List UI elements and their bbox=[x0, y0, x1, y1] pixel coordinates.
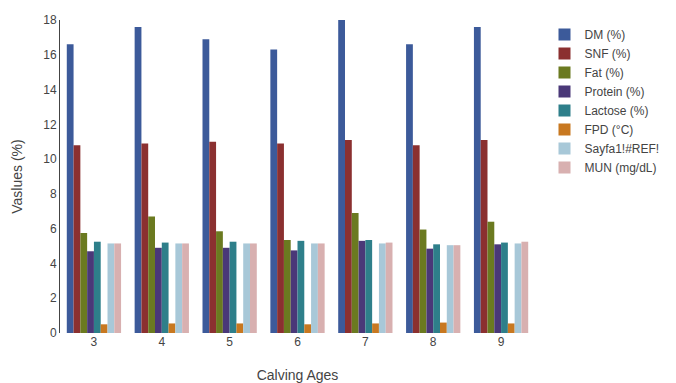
svg-text:Vaslues (%): Vaslues (%) bbox=[9, 139, 25, 213]
svg-text:DM (%): DM (%) bbox=[585, 28, 626, 42]
svg-text:Fat (%): Fat (%) bbox=[585, 66, 624, 80]
svg-text:FPD (°C): FPD (°C) bbox=[585, 123, 634, 137]
svg-text:8: 8 bbox=[50, 187, 57, 201]
svg-text:4: 4 bbox=[158, 335, 165, 349]
svg-text:14: 14 bbox=[43, 83, 57, 97]
svg-text:5: 5 bbox=[226, 335, 233, 349]
svg-text:MUN (mg/dL): MUN (mg/dL) bbox=[585, 161, 657, 175]
svg-text:6: 6 bbox=[294, 335, 301, 349]
svg-text:7: 7 bbox=[362, 335, 369, 349]
svg-text:Protein (%): Protein (%) bbox=[585, 85, 645, 99]
svg-text:16: 16 bbox=[43, 48, 57, 62]
svg-text:12: 12 bbox=[43, 118, 57, 132]
svg-text:10: 10 bbox=[43, 152, 57, 166]
svg-text:Calving Ages: Calving Ages bbox=[257, 367, 339, 383]
svg-text:0: 0 bbox=[50, 326, 57, 340]
svg-text:6: 6 bbox=[50, 222, 57, 236]
svg-text:SNF (%): SNF (%) bbox=[585, 47, 631, 61]
svg-text:Sayfa1!#REF!: Sayfa1!#REF! bbox=[585, 142, 660, 156]
svg-text:18: 18 bbox=[43, 13, 57, 27]
svg-text:2: 2 bbox=[50, 291, 57, 305]
svg-text:3: 3 bbox=[91, 335, 98, 349]
svg-text:8: 8 bbox=[430, 335, 437, 349]
svg-text:9: 9 bbox=[498, 335, 505, 349]
svg-text:4: 4 bbox=[50, 257, 57, 271]
svg-text:Lactose (%): Lactose (%) bbox=[585, 104, 649, 118]
